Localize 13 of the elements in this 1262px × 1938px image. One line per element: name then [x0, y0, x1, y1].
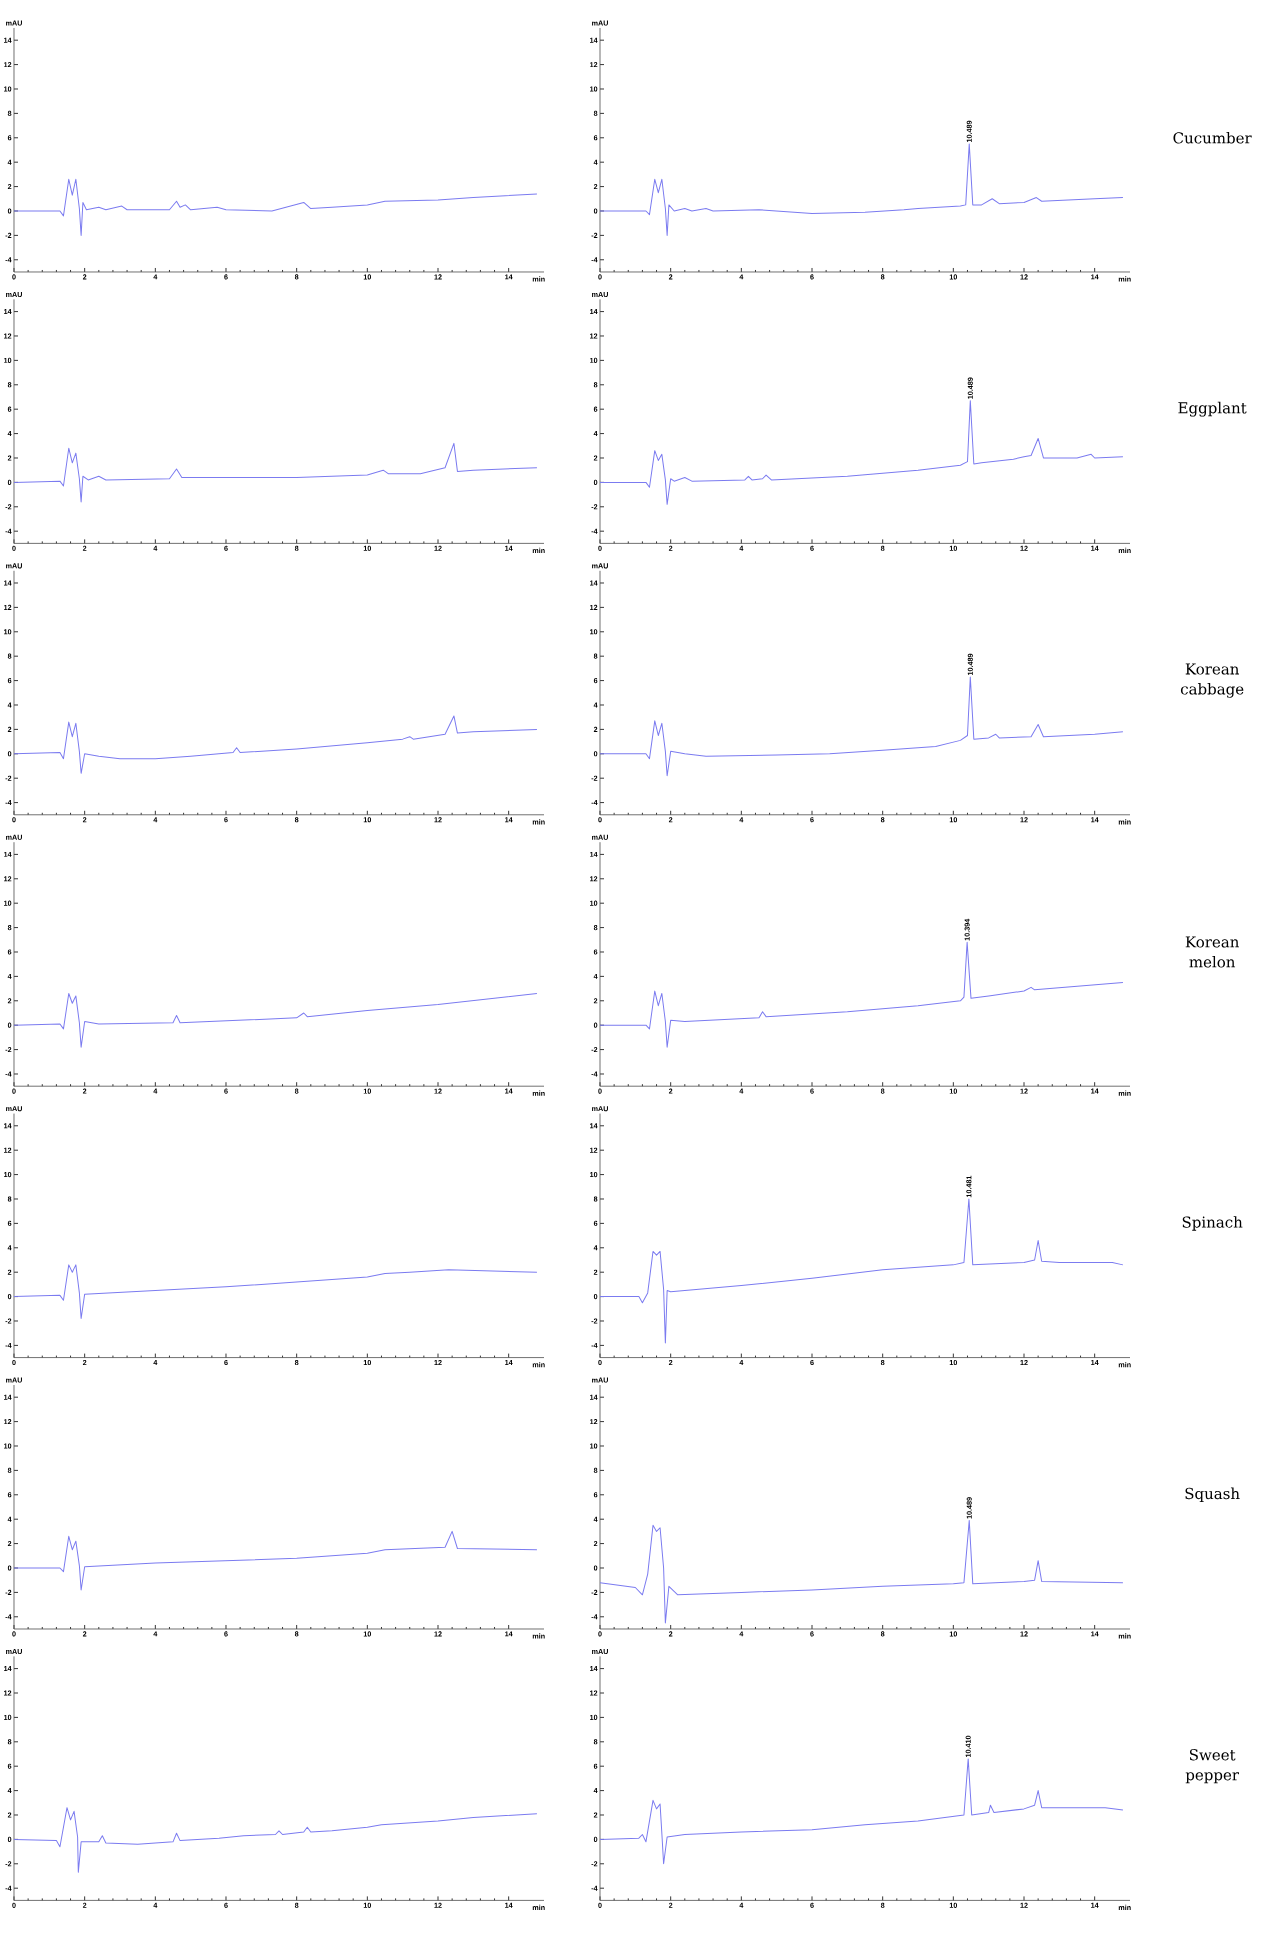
line-series: [13, 715, 538, 774]
line-series: [599, 941, 1124, 1048]
line-series: [599, 1758, 1124, 1865]
line-series: [13, 1530, 538, 1591]
line-series: [599, 1198, 1124, 1344]
line-series: [599, 143, 1124, 236]
line-series: [599, 676, 1124, 777]
line-series: [13, 178, 538, 236]
line-series: [13, 1807, 538, 1873]
line-series: [13, 442, 538, 503]
line-series: [13, 992, 538, 1048]
line-series: [599, 1519, 1124, 1624]
line-series: [599, 400, 1124, 505]
